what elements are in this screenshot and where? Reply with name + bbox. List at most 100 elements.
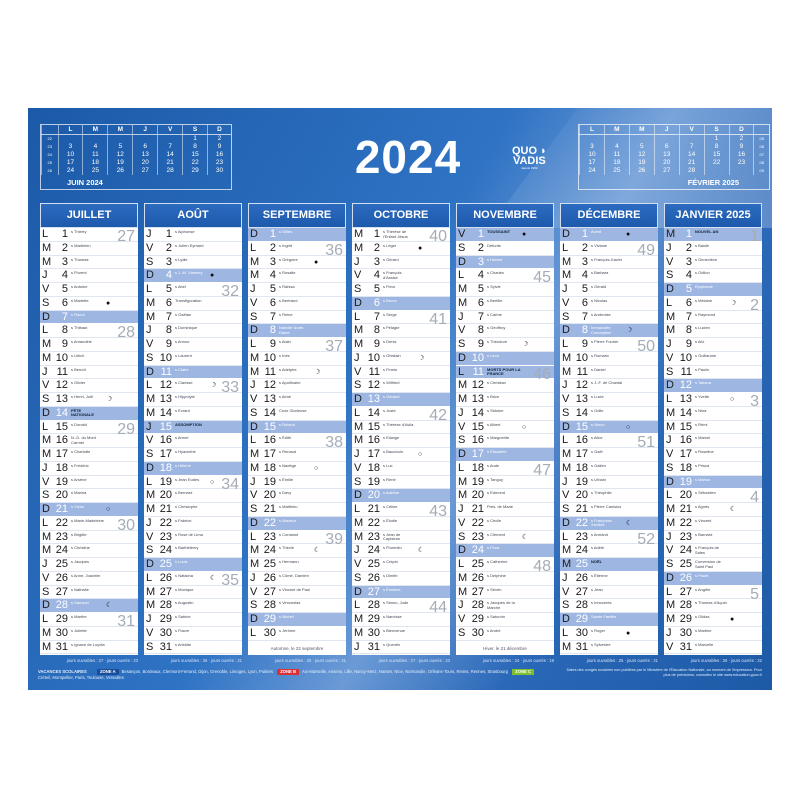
day-row: 31 s Quentin [352, 641, 450, 655]
saint-name: s Édith [279, 435, 292, 441]
week-number: 34 [221, 475, 239, 493]
saint-name: Sainte Famille [591, 614, 617, 619]
saint-name: s Sylvestre [591, 641, 611, 647]
day-cell: 23 [728, 158, 754, 167]
saint-name: s Basile [695, 242, 710, 248]
day-row: 12 s Clarisse ☽ 33 [144, 379, 242, 396]
day-number: 6 [373, 296, 380, 309]
day-number: 18 [263, 461, 276, 474]
saint-name: s Carine [487, 311, 502, 317]
day-number: 15 [471, 420, 484, 433]
month-header: DÉCEMBRE [560, 203, 658, 228]
day-number: 21 [263, 503, 276, 515]
saint-name: s Ninon [591, 421, 605, 427]
day-number: 21 [575, 503, 588, 515]
day-number: 21 [55, 503, 68, 515]
saint-name: s Armand [591, 531, 608, 537]
week-number: 28 [117, 324, 135, 342]
week-number: 44 [429, 599, 447, 617]
day-row: 10 s Léon [456, 351, 554, 366]
day-row: 21 Prés. de Marie [456, 503, 554, 517]
moon-phase-icon: ☽ [314, 368, 321, 376]
saint-name: s Ingrid [279, 242, 293, 248]
saint-name: s Florentin [383, 545, 402, 551]
day-number: 20 [575, 489, 588, 502]
day-row: 31 s Sylvestre [560, 641, 658, 655]
saint-name: s Bertille [487, 297, 503, 303]
day-number: 9 [477, 338, 484, 350]
day-row: 26 s Dimitri [352, 572, 450, 586]
saint-name: s Baudouin [383, 449, 404, 454]
day-row: 30 s André [456, 627, 554, 641]
day-row: 11 s Firmin [352, 366, 450, 380]
weekday-header: M [628, 125, 655, 135]
day-row: 19 s Tanguy [456, 476, 554, 490]
day-cell: 13 [653, 150, 680, 159]
saint-name: s Sévrin [487, 586, 502, 592]
saint-name: s Dimitri [383, 572, 398, 578]
day-cell: 11 [82, 150, 108, 159]
day-row: 13 s Aimé [248, 393, 346, 407]
moon-phase-icon: ● [418, 244, 423, 252]
saint-name: s Michel [279, 614, 294, 619]
working-days-summary: jours ouvrables : 26 · jours ouvrés : 21 [170, 658, 242, 663]
saint-name: s J.-M. Vianney [175, 270, 203, 276]
saint-name: s Sébastien [695, 490, 716, 496]
day-number: 8 [269, 324, 276, 337]
working-days-summary: jours ouvrables : 26 · jours ouvrés : 22 [690, 658, 762, 663]
day-cell: 2 [728, 134, 754, 143]
saint-name: s Donald [71, 421, 87, 427]
day-number: 10 [159, 351, 172, 364]
saint-name: s Nadège [279, 462, 297, 468]
day-number: 17 [471, 448, 484, 460]
season-note: Hiver, le 21 décembre [483, 645, 527, 651]
day-cell: 10 [57, 150, 83, 159]
day-cell [728, 166, 754, 175]
day-cell: 27 [132, 166, 158, 175]
day-row: 1 Avent ● [560, 228, 658, 242]
saint-name: s Romaric [591, 352, 610, 358]
day-number: 28 [159, 599, 172, 612]
day-number: 21 [367, 503, 380, 515]
day-number: 23 [575, 530, 588, 543]
day-number: 3 [61, 255, 68, 268]
saint-name: s Narcisse [383, 614, 402, 619]
day-number: 29 [471, 613, 484, 625]
day-number: 18 [471, 461, 484, 474]
day-cell: 22 [182, 158, 208, 167]
day-number: 30 [575, 626, 588, 639]
day-number: 26 [575, 571, 588, 584]
saint-name: s Louis [175, 559, 188, 564]
saint-name: s Céline [383, 504, 398, 509]
saint-name: s Marina [71, 490, 87, 496]
day-number: 31 [55, 640, 68, 653]
saint-name: s Bruno [383, 297, 397, 303]
saint-name: s Lucie [591, 394, 604, 399]
saint-name: s Nicolas [591, 297, 608, 303]
saint-name: s Gaël [591, 449, 603, 454]
day-number: 2 [685, 241, 692, 254]
day-number: 19 [471, 475, 484, 488]
week-number: 47 [533, 461, 551, 479]
saint-name: s Julien Eymard [175, 242, 204, 248]
saint-name: s Géraud [383, 394, 400, 399]
saint-name: s Pierre Canisius [591, 504, 622, 509]
day-row: 11 s Adelphe ☽ [248, 366, 346, 380]
day-number: 10 [575, 351, 588, 364]
day-number: 11 [472, 365, 484, 378]
day-row: 28 s Augustin [144, 599, 242, 613]
week-number: 39 [325, 530, 343, 548]
saint-name: s Inès [279, 352, 290, 358]
day-number: 10 [55, 351, 68, 364]
